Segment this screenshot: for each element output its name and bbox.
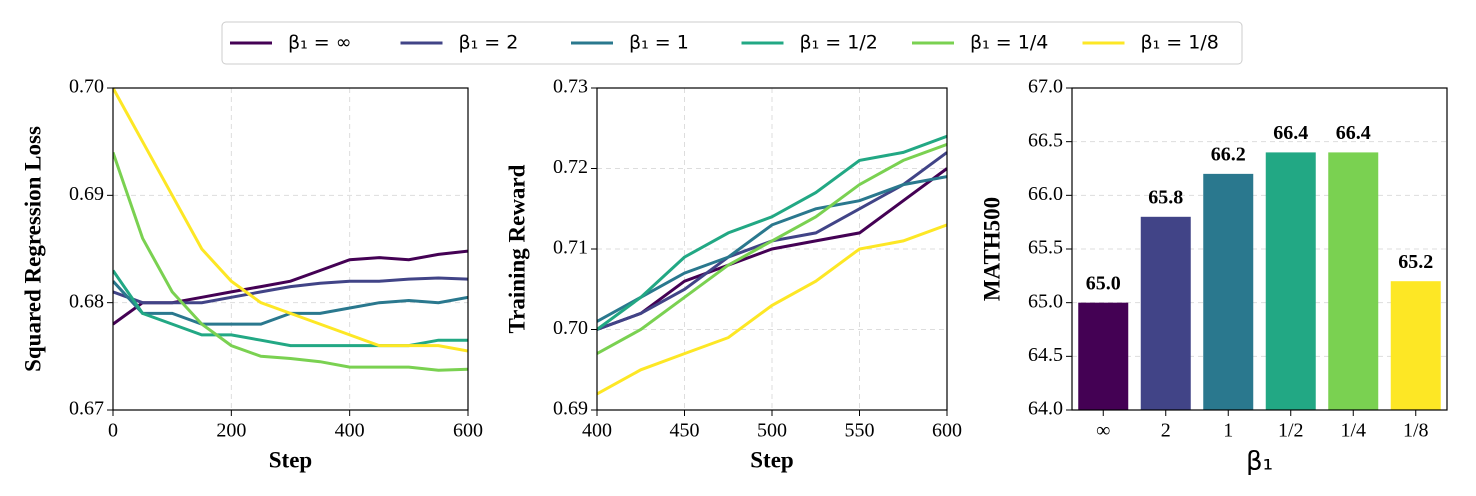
x-tick-label: 1/8 xyxy=(1403,420,1429,442)
legend-label: β₁ = 2 xyxy=(459,32,519,54)
bar xyxy=(1203,173,1254,410)
line xyxy=(113,151,468,372)
x-tick-label: 1/2 xyxy=(1278,420,1304,442)
value-label: 65.2 xyxy=(1398,251,1433,273)
legend-label: β₁ = 1 xyxy=(629,32,689,54)
y-axis-label: Squared Regression Loss xyxy=(20,126,45,372)
y-tick-label: 0.69 xyxy=(553,398,588,420)
x-tick-label: 550 xyxy=(845,420,875,442)
value-label: 66.4 xyxy=(1273,122,1308,144)
x-axis-label: Step xyxy=(269,447,312,472)
plot-frame xyxy=(1071,87,1448,411)
x-tick-label: 1/4 xyxy=(1340,420,1366,442)
x-tick-label: 0 xyxy=(108,420,118,442)
line xyxy=(597,167,947,331)
y-tick-label: 65.0 xyxy=(1028,290,1063,312)
legend-box xyxy=(221,21,1243,65)
line xyxy=(597,142,947,355)
y-axis-label: MATH500 xyxy=(979,197,1004,301)
bar xyxy=(1328,152,1379,410)
x-tick-label: 400 xyxy=(335,420,365,442)
y-tick-label: 64.0 xyxy=(1028,398,1063,420)
legend-label: β₁ = 1/2 xyxy=(800,32,878,54)
line xyxy=(597,134,947,331)
y-tick-label: 0.72 xyxy=(553,156,588,178)
y-tick-label: 66.0 xyxy=(1028,183,1063,205)
value-label: 66.4 xyxy=(1336,122,1371,144)
plot-frame xyxy=(112,87,469,411)
bar xyxy=(1265,152,1316,410)
y-tick-label: 0.68 xyxy=(69,290,104,312)
line xyxy=(597,175,947,323)
y-tick-label: 0.69 xyxy=(69,183,104,205)
x-tick-label: 500 xyxy=(757,420,787,442)
x-tick-label: 1 xyxy=(1223,420,1233,442)
x-axis-label: β₁ xyxy=(1246,447,1273,477)
bar xyxy=(1390,281,1441,410)
y-tick-label: 67.0 xyxy=(1028,76,1063,98)
y-tick-label: 64.5 xyxy=(1028,344,1063,366)
bar xyxy=(1078,302,1129,410)
x-tick-label: 200 xyxy=(216,420,246,442)
y-axis-label: Training Reward xyxy=(504,164,529,333)
line xyxy=(597,223,947,396)
line xyxy=(113,88,468,353)
y-tick-label: 0.67 xyxy=(69,398,104,420)
x-tick-label: 450 xyxy=(670,420,700,442)
legend-label: β₁ = 1/4 xyxy=(970,32,1048,54)
y-tick-label: 0.71 xyxy=(553,237,588,259)
legend-label: β₁ = ∞ xyxy=(288,32,352,54)
x-axis-label: Step xyxy=(750,447,793,472)
x-tick-label: 600 xyxy=(932,420,962,442)
y-tick-label: 0.70 xyxy=(553,317,588,339)
line xyxy=(113,276,468,305)
value-label: 66.2 xyxy=(1211,143,1246,165)
y-tick-label: 66.5 xyxy=(1028,129,1063,151)
legend-label: β₁ = 1/8 xyxy=(1141,32,1219,54)
plot-frame xyxy=(596,87,948,411)
y-tick-label: 0.73 xyxy=(553,76,588,98)
value-label: 65.8 xyxy=(1148,186,1183,208)
bar xyxy=(1140,216,1191,410)
y-tick-label: 0.70 xyxy=(69,76,104,98)
x-tick-label: 600 xyxy=(453,420,483,442)
y-tick-label: 65.5 xyxy=(1028,237,1063,259)
x-tick-label: ∞ xyxy=(1096,420,1110,442)
x-tick-label: 400 xyxy=(582,420,612,442)
value-label: 65.0 xyxy=(1086,272,1121,294)
x-tick-label: 2 xyxy=(1161,420,1171,442)
